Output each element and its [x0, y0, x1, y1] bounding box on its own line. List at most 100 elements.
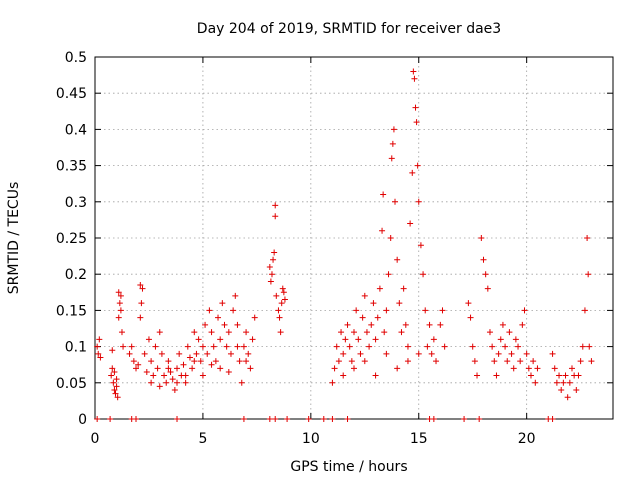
data-point: [534, 365, 541, 372]
data-point: [115, 314, 122, 321]
y-tick-label: 0.5: [65, 50, 87, 66]
data-point: [562, 372, 569, 379]
data-point: [113, 383, 120, 390]
data-point: [118, 329, 125, 336]
data-point: [428, 350, 435, 357]
data-point: [344, 416, 351, 422]
data-point: [176, 350, 183, 357]
data-point: [266, 416, 273, 422]
data-point: [197, 358, 204, 365]
data-point: [271, 249, 278, 256]
data-point: [400, 285, 407, 292]
data-point: [506, 329, 513, 336]
data-point: [525, 365, 532, 372]
y-tick-label: 0.05: [56, 376, 87, 392]
data-point: [474, 372, 481, 379]
y-tick-label: 0.35: [56, 159, 87, 175]
x-tick-label: 5: [198, 431, 207, 447]
data-point: [407, 220, 414, 227]
data-point: [333, 343, 340, 350]
x-tick-label: 20: [518, 431, 536, 447]
grid-lines: [95, 57, 613, 419]
data-point: [247, 365, 254, 372]
data-point: [120, 343, 127, 350]
data-point: [344, 321, 351, 328]
data-point: [109, 365, 116, 372]
x-tick-label: 0: [91, 431, 100, 447]
data-point: [521, 307, 528, 314]
data-point: [113, 376, 120, 383]
data-point: [486, 329, 493, 336]
data-point: [430, 416, 437, 422]
data-point: [234, 321, 241, 328]
data-point: [414, 162, 421, 169]
data-point: [240, 416, 247, 422]
data-point: [329, 379, 336, 386]
data-point: [133, 416, 140, 422]
data-point: [556, 372, 563, 379]
data-point: [551, 365, 558, 372]
data-point: [402, 321, 409, 328]
data-point: [376, 285, 383, 292]
data-point: [480, 256, 487, 263]
data-point: [202, 321, 209, 328]
data-point: [510, 365, 517, 372]
data-point: [165, 365, 172, 372]
data-point: [415, 350, 422, 357]
data-point: [523, 350, 530, 357]
y-axis-label: SRMTID / TECUs: [6, 182, 22, 295]
data-point: [383, 307, 390, 314]
data-point: [210, 343, 217, 350]
y-tick-label: 0.45: [56, 86, 87, 102]
data-point: [272, 202, 279, 209]
data-point: [394, 365, 401, 372]
data-point: [374, 314, 381, 321]
data-point: [184, 343, 191, 350]
data-point: [206, 307, 213, 314]
data-point: [208, 329, 215, 336]
data-point: [141, 350, 148, 357]
data-point: [138, 300, 145, 307]
data-point: [424, 343, 431, 350]
data-points: [94, 68, 595, 422]
data-point: [370, 300, 377, 307]
data-point: [204, 350, 211, 357]
data-point: [527, 372, 534, 379]
data-point: [128, 343, 135, 350]
data-point: [342, 336, 349, 343]
data-point: [504, 358, 511, 365]
data-point: [530, 358, 537, 365]
data-point: [415, 198, 422, 205]
data-point: [161, 372, 168, 379]
data-point: [245, 350, 252, 357]
data-point: [174, 365, 181, 372]
data-point: [469, 343, 476, 350]
data-point: [193, 350, 200, 357]
data-point: [553, 379, 560, 386]
x-tick-label: 15: [410, 431, 428, 447]
data-point: [515, 343, 522, 350]
data-point: [217, 336, 224, 343]
data-point: [461, 416, 468, 422]
data-point: [191, 358, 198, 365]
data-point: [577, 358, 584, 365]
data-point: [94, 416, 101, 422]
data-point: [107, 416, 114, 422]
data-point: [163, 379, 170, 386]
data-point: [223, 343, 230, 350]
data-point: [495, 350, 502, 357]
data-point: [305, 416, 312, 422]
data-point: [156, 329, 163, 336]
y-tick-label: 0.4: [65, 122, 87, 138]
data-point: [199, 343, 206, 350]
data-point: [439, 307, 446, 314]
data-point: [340, 372, 347, 379]
data-point: [116, 300, 123, 307]
data-point: [171, 387, 178, 394]
data-point: [112, 390, 119, 397]
data-point: [225, 368, 232, 375]
data-point: [284, 416, 291, 422]
data-point: [276, 314, 283, 321]
data-point: [361, 358, 368, 365]
